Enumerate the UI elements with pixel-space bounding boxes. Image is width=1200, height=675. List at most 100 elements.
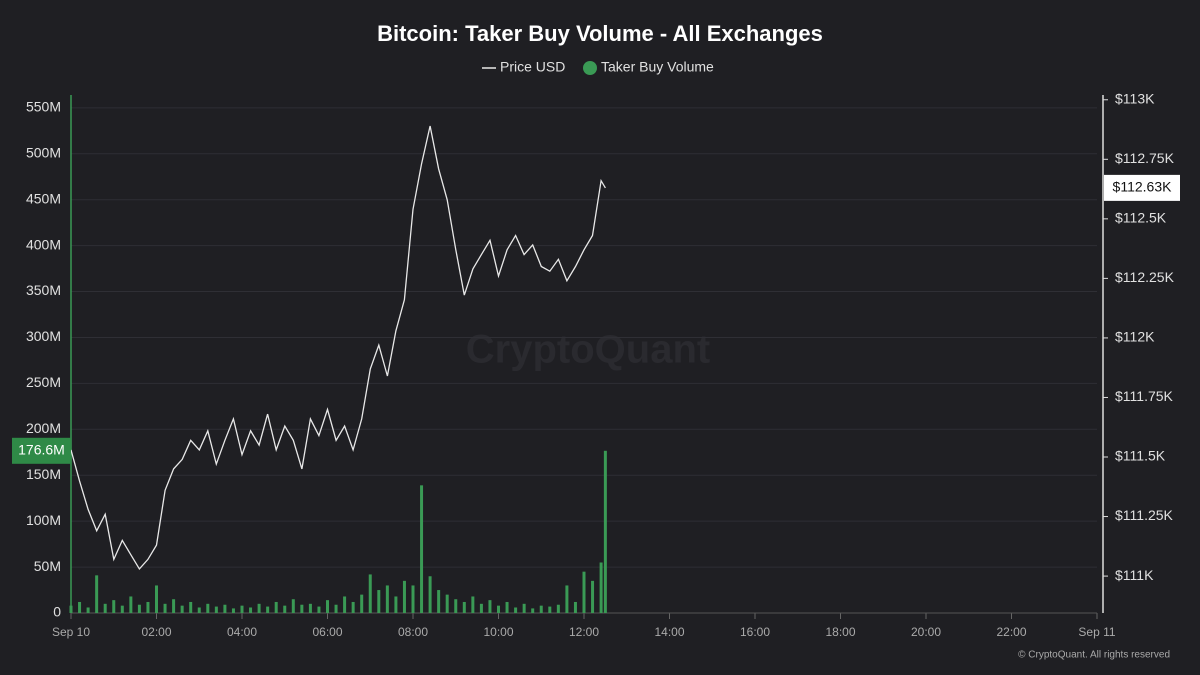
volume-bar	[556, 604, 560, 613]
volume-bar	[103, 603, 107, 613]
y-tick-label: 150M	[26, 466, 61, 482]
volume-bar	[573, 601, 577, 613]
volume-bar	[129, 596, 133, 613]
watermark: CryptoQuant	[466, 328, 710, 372]
volume-bar	[326, 600, 329, 613]
volume-bar	[514, 607, 518, 613]
volume-bar	[206, 603, 210, 613]
volume-bar	[78, 601, 82, 613]
volume-bar	[214, 606, 218, 613]
volume-bar	[377, 590, 381, 613]
volume-bar	[411, 585, 415, 613]
legend-label[interactable]: Price USD	[500, 59, 565, 75]
volume-bar	[394, 596, 398, 613]
last-value-badge	[12, 437, 71, 464]
volume-bar	[505, 601, 509, 613]
volume-bar	[522, 603, 526, 613]
legend-dot-icon	[583, 61, 597, 75]
volume-bar	[137, 604, 141, 613]
volume-bar	[197, 607, 201, 613]
x-tick-label: 22:00	[996, 625, 1026, 639]
volume-bar	[274, 601, 278, 613]
chart-title: Bitcoin: Taker Buy Volume - All Exchange…	[377, 21, 823, 46]
volume-bar	[548, 606, 552, 613]
volume-bar	[180, 605, 184, 613]
y-tick-label: 200M	[26, 420, 61, 436]
x-tick-label: 14:00	[654, 625, 684, 639]
volume-bar	[351, 601, 355, 613]
volume-bar	[112, 600, 116, 613]
volume-bar	[582, 571, 586, 613]
volume-bar	[69, 605, 73, 613]
volume-bar	[565, 585, 569, 613]
volume-bar	[539, 605, 543, 613]
volume-bar	[95, 575, 99, 613]
x-tick-label: 10:00	[483, 625, 513, 639]
y-tick-label: 0	[53, 604, 61, 620]
volume-bar	[334, 604, 338, 613]
y-tick-label: 500M	[26, 144, 61, 160]
x-tick-label: 18:00	[825, 625, 855, 639]
volume-bar	[591, 580, 595, 613]
volume-bar	[300, 604, 304, 613]
volume-bar	[603, 450, 607, 613]
y-tick-label: 400M	[26, 236, 61, 252]
volume-bar	[360, 594, 364, 613]
volume-bar	[343, 596, 347, 613]
y2-tick-label: $111K	[1115, 567, 1154, 583]
volume-bar	[420, 485, 424, 613]
volume-bar	[445, 594, 449, 613]
x-tick-label: 12:00	[569, 625, 599, 639]
volume-bar	[428, 576, 432, 613]
y-tick-label: 350M	[26, 282, 61, 298]
x-tick-label: 08:00	[398, 625, 428, 639]
last-value-label: 176.6M	[18, 442, 65, 458]
price-line	[70, 125, 606, 570]
volume-bar	[402, 580, 406, 613]
y2-tick-label: $113K	[1115, 90, 1155, 106]
y2-tick-label: $112.75K	[1115, 150, 1175, 166]
volume-bar	[86, 607, 90, 613]
x-tick-label: Sep 10	[52, 625, 90, 639]
x-tick-label: 16:00	[740, 625, 770, 639]
volume-bar	[231, 608, 235, 613]
volume-bar	[479, 603, 483, 613]
legend-label[interactable]: Taker Buy Volume	[601, 59, 714, 75]
volume-bar	[471, 596, 475, 613]
volume-bar	[249, 607, 253, 613]
last-value-label: $112.63K	[1113, 179, 1173, 195]
y-tick-label: 250M	[26, 374, 61, 390]
volume-bar	[385, 585, 389, 613]
volume-bar	[283, 605, 287, 613]
y-tick-label: 300M	[26, 328, 61, 344]
volume-bar	[266, 606, 270, 613]
volume-bar	[488, 600, 492, 613]
x-tick-label: 06:00	[312, 625, 342, 639]
volume-bar	[497, 605, 500, 613]
y2-tick-label: $112.5K	[1115, 210, 1167, 226]
volume-bar	[223, 604, 227, 613]
x-tick-label: Sep 11	[1078, 625, 1115, 639]
volume-bar	[599, 562, 603, 613]
volume-bar	[291, 599, 295, 613]
volume-bar	[155, 585, 158, 613]
x-tick-label: 04:00	[227, 625, 257, 639]
y-tick-label: 550M	[26, 99, 61, 115]
volume-bar	[531, 608, 535, 613]
y-tick-label: 100M	[26, 512, 61, 528]
y2-tick-label: $111.75K	[1115, 388, 1174, 404]
volume-bar	[454, 599, 458, 613]
last-value-badge	[1104, 174, 1180, 201]
volume-bar	[189, 601, 193, 613]
y2-tick-label: $112K	[1115, 329, 1155, 345]
y-tick-label: 50M	[34, 558, 61, 574]
volume-bar	[240, 605, 244, 613]
volume-bar	[437, 590, 441, 613]
volume-bar	[462, 601, 466, 613]
volume-bar	[308, 603, 312, 613]
y-tick-label: 450M	[26, 190, 61, 206]
volume-bar	[120, 605, 124, 613]
credit: © CryptoQuant. All rights reserved	[1018, 650, 1170, 661]
